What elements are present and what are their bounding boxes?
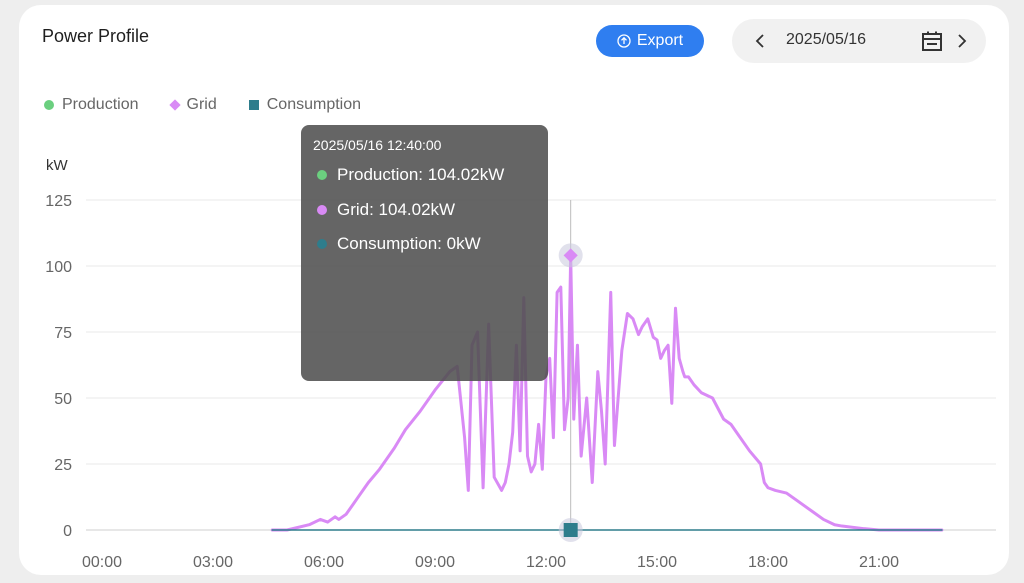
chevron-left-icon[interactable] [750, 29, 770, 53]
y-tick-label: 100 [45, 259, 72, 276]
y-tick-label: 75 [54, 325, 72, 342]
grid-hover-marker [563, 248, 578, 263]
tooltip-time: 2025/05/16 12:40:00 [313, 137, 442, 153]
legend-item-consumption[interactable]: Consumption [248, 96, 362, 114]
legend-item-production[interactable]: Production [44, 96, 139, 114]
x-tick-label: 12:00 [526, 554, 566, 571]
series-line-grid [270, 253, 944, 532]
y-tick-label: 125 [45, 193, 72, 210]
y-axis-unit: kW [46, 157, 68, 174]
tooltip-consumption: Consumption: 0kW [337, 234, 481, 253]
x-tick-label: 09:00 [415, 554, 455, 571]
tooltip-production: Production: 104.02kW [337, 165, 505, 184]
circle-marker-icon [317, 170, 327, 180]
x-tick-label: 03:00 [193, 554, 233, 571]
y-tick-label: 25 [54, 457, 72, 474]
y-tick-label: 0 [63, 523, 72, 540]
legend-item-grid[interactable]: Grid [168, 96, 217, 114]
x-tick-label: 18:00 [748, 554, 788, 571]
tooltip-grid: Grid: 104.02kW [337, 200, 456, 219]
x-tick-label: 00:00 [82, 554, 122, 571]
page-title: Power Profile [42, 26, 150, 46]
circle-marker-icon [317, 205, 327, 215]
export-button[interactable]: Export [596, 25, 704, 57]
legend-label-production: Production [62, 96, 139, 113]
chevron-right-icon[interactable] [952, 29, 972, 53]
export-icon [617, 34, 631, 48]
y-tick-label: 50 [54, 391, 72, 408]
circle-marker-icon [44, 100, 54, 110]
tooltip-row-production: Production: 104.02kW [317, 165, 504, 185]
circle-marker-icon [317, 239, 327, 249]
legend-label-grid: Grid [186, 96, 217, 113]
chart-legend: Production Grid Consumption [44, 96, 393, 114]
x-tick-label: 21:00 [859, 554, 899, 571]
consumption-hover-marker [563, 523, 578, 537]
tooltip-row-grid: Grid: 104.02kW [317, 200, 455, 220]
chart-tooltip: 2025/05/16 12:40:00 Production: 104.02kW… [301, 125, 548, 381]
date-picker: 2025/05/16 [732, 19, 986, 63]
x-tick-label: 15:00 [637, 554, 677, 571]
export-label: Export [636, 32, 684, 49]
square-marker-icon [248, 100, 259, 110]
legend-label-consumption: Consumption [266, 96, 362, 113]
calendar-icon[interactable] [921, 30, 943, 52]
tooltip-row-consumption: Consumption: 0kW [317, 234, 481, 254]
x-tick-label: 06:00 [304, 554, 344, 571]
date-display[interactable]: 2025/05/16 [786, 31, 867, 48]
